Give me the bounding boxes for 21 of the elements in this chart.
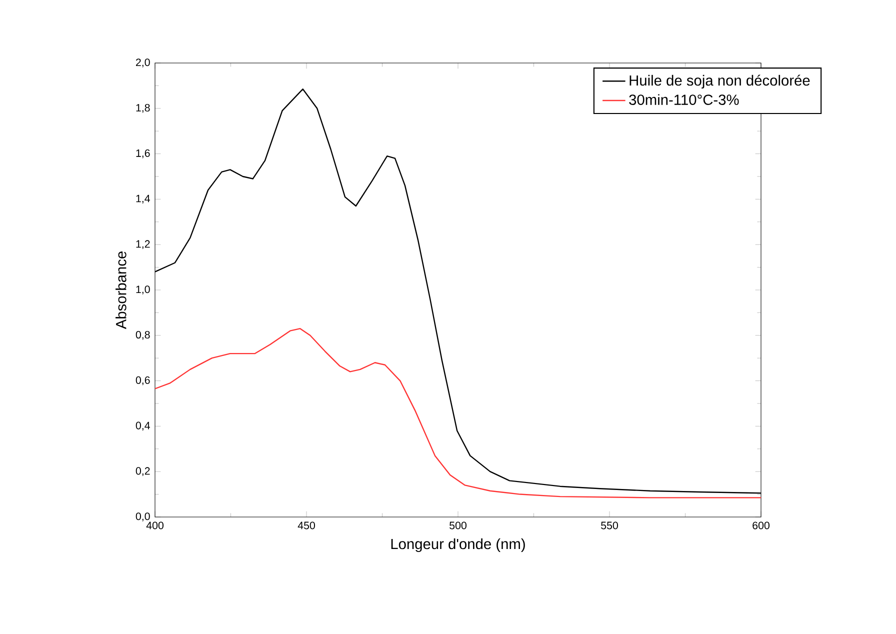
y-tick-label: 1,2	[136, 240, 150, 249]
x-tick-label: 550	[601, 522, 618, 530]
y-tick-label: 1,8	[136, 104, 150, 113]
y-tick-label: 2,0	[136, 58, 150, 68]
y-tick-label: 1,0	[136, 286, 150, 294]
y-tick-label: 0,8	[136, 330, 150, 340]
y-axis-title: Absorbance	[116, 252, 126, 330]
y-tick-label: 0,6	[136, 376, 150, 386]
y-tick-label: 0,0	[136, 512, 150, 522]
x-tick-label: 450	[298, 522, 315, 530]
y-tick-label: 1,6	[136, 149, 150, 158]
legend-label: 30min-110°C-3%	[629, 94, 739, 105]
x-axis-title: Longeur d'onde (nm)	[391, 538, 525, 552]
legend-label: Huile de soja non décolorée	[630, 74, 810, 89]
line-series	[155, 328, 762, 498]
x-tick-label: 600	[752, 522, 770, 530]
y-tick-label: 0,4	[136, 422, 150, 431]
y-tick-label: 0,2	[136, 467, 150, 476]
x-tick-label: 500	[450, 522, 466, 530]
x-tick-label: 400	[146, 522, 164, 530]
y-tick-label: 1,4	[136, 194, 150, 204]
